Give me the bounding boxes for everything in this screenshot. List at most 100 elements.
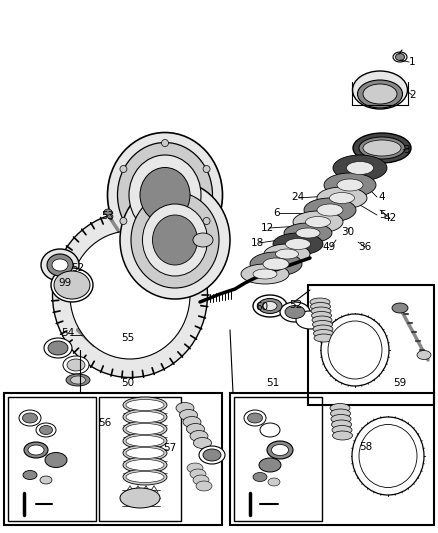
Text: 54: 54 xyxy=(61,328,74,338)
Ellipse shape xyxy=(263,302,277,311)
Ellipse shape xyxy=(304,198,356,222)
Text: 24: 24 xyxy=(291,192,304,202)
Ellipse shape xyxy=(324,173,376,197)
Ellipse shape xyxy=(296,228,320,238)
Ellipse shape xyxy=(352,417,424,495)
Ellipse shape xyxy=(67,359,85,371)
Text: 36: 36 xyxy=(358,242,371,252)
Ellipse shape xyxy=(36,423,56,437)
Ellipse shape xyxy=(162,140,169,147)
Ellipse shape xyxy=(23,471,37,480)
Ellipse shape xyxy=(117,142,212,247)
Ellipse shape xyxy=(263,258,289,270)
Ellipse shape xyxy=(353,133,411,163)
Ellipse shape xyxy=(120,217,127,224)
Text: 99: 99 xyxy=(58,278,72,288)
Text: 52: 52 xyxy=(290,300,303,310)
Text: 1: 1 xyxy=(409,57,415,67)
Ellipse shape xyxy=(317,204,343,216)
Ellipse shape xyxy=(176,402,194,414)
Bar xyxy=(234,397,322,521)
Ellipse shape xyxy=(264,244,310,264)
Ellipse shape xyxy=(293,211,343,233)
Ellipse shape xyxy=(123,421,167,437)
Ellipse shape xyxy=(162,244,169,251)
Ellipse shape xyxy=(311,311,332,319)
Ellipse shape xyxy=(393,52,407,62)
Ellipse shape xyxy=(244,410,266,426)
Ellipse shape xyxy=(253,472,267,481)
Text: 18: 18 xyxy=(251,238,264,248)
Ellipse shape xyxy=(39,425,53,434)
Ellipse shape xyxy=(193,475,209,485)
Ellipse shape xyxy=(123,457,167,473)
Ellipse shape xyxy=(123,433,167,449)
Ellipse shape xyxy=(258,298,282,313)
Ellipse shape xyxy=(272,445,289,456)
Text: 5: 5 xyxy=(379,210,385,220)
Ellipse shape xyxy=(47,254,73,276)
Ellipse shape xyxy=(396,53,405,61)
Ellipse shape xyxy=(22,413,38,423)
Bar xyxy=(4,393,222,525)
Ellipse shape xyxy=(363,140,401,156)
Ellipse shape xyxy=(52,259,68,271)
Ellipse shape xyxy=(107,133,223,257)
Ellipse shape xyxy=(268,478,280,486)
Ellipse shape xyxy=(45,453,67,467)
Text: 6: 6 xyxy=(274,208,280,218)
Ellipse shape xyxy=(40,476,52,484)
Ellipse shape xyxy=(187,424,205,434)
Ellipse shape xyxy=(392,303,408,313)
Text: 2: 2 xyxy=(410,90,416,100)
Ellipse shape xyxy=(363,84,397,104)
Ellipse shape xyxy=(142,204,208,276)
Ellipse shape xyxy=(193,233,213,247)
Text: 58: 58 xyxy=(359,442,373,452)
Ellipse shape xyxy=(196,481,212,491)
Ellipse shape xyxy=(314,329,333,337)
Ellipse shape xyxy=(126,400,164,410)
Text: 12: 12 xyxy=(260,223,274,233)
Ellipse shape xyxy=(259,458,281,472)
Text: 59: 59 xyxy=(393,378,406,388)
Ellipse shape xyxy=(24,442,48,458)
Ellipse shape xyxy=(53,213,208,377)
Text: 56: 56 xyxy=(99,418,112,428)
Ellipse shape xyxy=(120,166,127,173)
Ellipse shape xyxy=(63,356,89,374)
Text: 4: 4 xyxy=(379,192,385,202)
Ellipse shape xyxy=(44,338,72,358)
Ellipse shape xyxy=(311,303,331,311)
Ellipse shape xyxy=(312,320,332,328)
Ellipse shape xyxy=(253,295,287,317)
Ellipse shape xyxy=(313,325,333,333)
Ellipse shape xyxy=(296,311,324,329)
Ellipse shape xyxy=(28,445,44,455)
Bar xyxy=(99,397,181,521)
Ellipse shape xyxy=(131,192,219,288)
Ellipse shape xyxy=(183,416,201,427)
Ellipse shape xyxy=(123,469,167,485)
Ellipse shape xyxy=(71,376,85,384)
Ellipse shape xyxy=(70,231,190,359)
Text: 55: 55 xyxy=(121,333,134,343)
Text: 50: 50 xyxy=(121,378,134,388)
Ellipse shape xyxy=(346,161,374,174)
Ellipse shape xyxy=(194,438,212,448)
Bar xyxy=(230,393,434,525)
Ellipse shape xyxy=(359,424,417,488)
Ellipse shape xyxy=(199,446,225,464)
Ellipse shape xyxy=(328,321,382,379)
Ellipse shape xyxy=(276,249,299,259)
Text: 52: 52 xyxy=(71,263,85,273)
Ellipse shape xyxy=(253,269,277,279)
Text: 42: 42 xyxy=(383,213,397,223)
Ellipse shape xyxy=(190,431,208,441)
Ellipse shape xyxy=(241,264,289,284)
Text: 30: 30 xyxy=(342,227,355,237)
Ellipse shape xyxy=(66,374,90,386)
Text: 49: 49 xyxy=(322,242,336,252)
Ellipse shape xyxy=(123,397,167,413)
Bar xyxy=(8,397,96,521)
